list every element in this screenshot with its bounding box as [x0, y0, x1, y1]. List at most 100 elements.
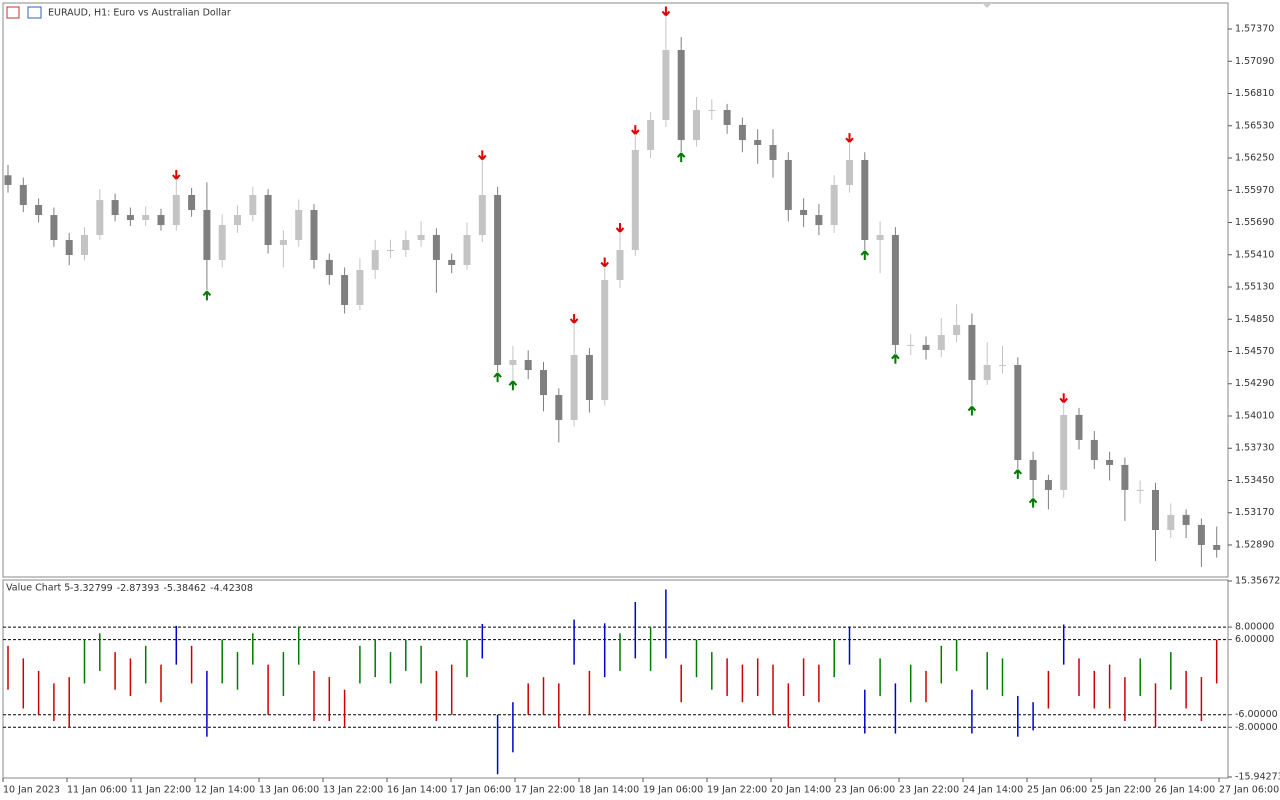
candle-body — [999, 364, 1006, 366]
indicator-values: -3.32799 -2.87393 -5.38462 -4.42308 — [70, 583, 253, 594]
y-tick-label: 1.57090 — [1235, 56, 1274, 67]
buy-arrow — [1028, 498, 1038, 508]
candle-body — [157, 215, 165, 226]
candle-body — [677, 49, 685, 141]
candle-body — [417, 234, 425, 241]
candle-body — [937, 335, 945, 351]
x-tick-label: 27 Jan 06:00 — [1219, 785, 1279, 796]
candle-body — [402, 240, 410, 251]
candle-body — [1029, 459, 1037, 481]
sell-arrow — [600, 257, 609, 268]
buy-arrow — [493, 372, 502, 383]
candle-body — [876, 234, 884, 241]
shift-marker — [982, 3, 992, 8]
y-tick-label: 6.00000 — [1235, 634, 1274, 645]
candle-body — [448, 259, 456, 266]
candle-body — [601, 279, 609, 400]
candle-body — [953, 325, 961, 336]
x-tick-label: 18 Jan 14:00 — [579, 785, 639, 796]
y-tick-label: 1.54290 — [1235, 378, 1274, 389]
candle-body — [35, 205, 43, 216]
buy-arrow — [1013, 469, 1023, 479]
x-tick-label: 11 Jan 22:00 — [131, 785, 191, 796]
candle-body — [585, 354, 593, 400]
candle-body — [341, 275, 349, 305]
sell-arrow — [569, 313, 579, 324]
buy-arrow — [860, 250, 870, 261]
menu-icon[interactable] — [6, 6, 20, 19]
sell-arrow — [845, 133, 854, 143]
y-tick-label: 15.35672 — [1235, 576, 1280, 587]
candle-body — [1213, 544, 1221, 550]
candle-body — [1136, 489, 1144, 491]
buy-arrow — [891, 354, 900, 364]
x-tick-label: 26 Jan 14:00 — [1155, 785, 1215, 796]
main-panel — [2, 2, 1229, 578]
candle-body — [1106, 459, 1114, 465]
candle-body — [432, 234, 440, 260]
x-tick-label: 16 Jan 14:00 — [387, 785, 447, 796]
candle-body — [616, 250, 624, 280]
candle-body — [218, 225, 226, 260]
y-tick-label: 1.56530 — [1235, 120, 1274, 131]
y-tick-label: 1.54850 — [1235, 314, 1274, 325]
candle-body — [1060, 414, 1068, 490]
y-tick-label: 1.53730 — [1235, 443, 1274, 454]
chart-icon[interactable] — [27, 6, 42, 19]
candle-body — [1121, 464, 1129, 490]
candle-body — [249, 194, 257, 216]
candle-body — [234, 215, 241, 226]
x-tick-label: 24 Jan 14:00 — [963, 785, 1023, 796]
sell-arrow — [661, 6, 671, 17]
y-tick-label: 1.55130 — [1235, 282, 1274, 293]
y-tick-label: 8.00000 — [1235, 622, 1274, 633]
candle-body — [907, 344, 915, 346]
candle-body — [203, 209, 211, 260]
candle-body — [922, 344, 930, 351]
y-tick-label: 1.55970 — [1235, 185, 1274, 196]
indicator-name: Value Chart 5 — [6, 583, 70, 594]
candle-body — [769, 145, 777, 160]
candle-body — [264, 194, 272, 245]
candle-body — [111, 200, 119, 216]
candle-body — [540, 370, 547, 396]
sell-arrow — [478, 150, 487, 161]
candle-body — [478, 194, 486, 235]
x-tick-label: 25 Jan 22:00 — [1091, 785, 1151, 796]
indicator-value: -5.38462 — [163, 583, 206, 594]
y-tick-label: 1.53170 — [1235, 507, 1274, 518]
candle-body — [310, 209, 318, 260]
candle-body — [1167, 514, 1175, 531]
candle-body — [754, 140, 762, 146]
x-tick-label: 11 Jan 06:00 — [67, 785, 127, 796]
buy-arrow — [202, 290, 212, 301]
candle-body — [81, 234, 88, 255]
y-tick-label: 1.56250 — [1235, 153, 1274, 164]
x-tick-label: 13 Jan 22:00 — [323, 785, 383, 796]
candle-body — [295, 209, 303, 241]
indicator-panel — [2, 579, 1229, 779]
candle-body — [325, 259, 333, 276]
candle-body — [463, 234, 471, 266]
candle-body — [1014, 364, 1022, 460]
y-tick-label: -6.00000 — [1235, 709, 1278, 720]
candle-body — [1090, 439, 1098, 460]
candle-body — [371, 250, 379, 270]
candle-body — [1182, 514, 1190, 525]
x-tick-label: 12 Jan 14:00 — [195, 785, 255, 796]
x-tick-label: 23 Jan 22:00 — [899, 785, 959, 796]
candle-body — [126, 215, 134, 220]
y-tick-label: 1.54570 — [1235, 346, 1274, 357]
candle-body — [570, 354, 578, 421]
sell-arrow — [615, 222, 625, 233]
candle-body — [509, 360, 517, 365]
candle-body — [891, 234, 899, 345]
candle-body — [524, 360, 532, 371]
sell-arrow — [172, 169, 181, 180]
candle-body — [387, 250, 394, 252]
candle-body — [662, 49, 670, 121]
x-tick-label: 17 Jan 06:00 — [451, 785, 511, 796]
candle-body — [784, 159, 792, 210]
candle-body — [1044, 480, 1052, 490]
